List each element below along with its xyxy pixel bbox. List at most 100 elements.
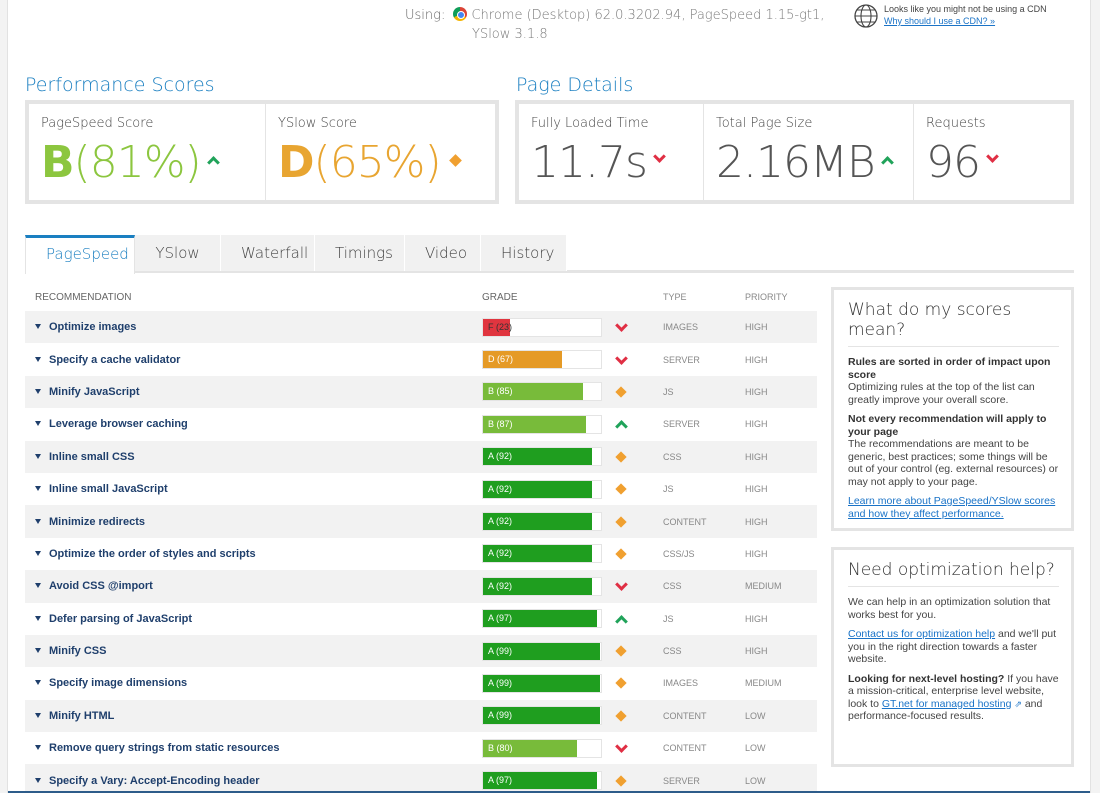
- grade-label: A (97): [488, 775, 513, 786]
- expand-caret-icon[interactable]: [35, 680, 41, 686]
- expand-caret-icon[interactable]: [35, 777, 41, 783]
- tab-yslow[interactable]: YSlow: [135, 235, 221, 271]
- grade-bar-fill: [483, 739, 578, 757]
- expand-caret-icon[interactable]: [35, 486, 41, 492]
- tab-timings[interactable]: Timings: [315, 235, 405, 271]
- requests-number: 96: [926, 137, 981, 188]
- help-panel-text-4: and performance-focused results.: [848, 697, 1043, 723]
- table-row[interactable]: Inline small CSS A (92) CSS HIGH: [25, 440, 817, 473]
- expand-caret-icon[interactable]: [35, 615, 41, 621]
- table-row[interactable]: Specify a Vary: Accept-Encoding header A…: [25, 764, 817, 793]
- table-row[interactable]: Specify a cache validator D (67) SERVER …: [25, 343, 817, 375]
- table-row[interactable]: Minify JavaScript B (85) JS HIGH: [25, 375, 817, 409]
- scores-panel-title: What do my scores mean?: [848, 300, 1059, 347]
- expand-caret-icon[interactable]: [35, 356, 41, 362]
- type-cell: JS: [663, 613, 674, 624]
- why-cdn-link[interactable]: Why should I use a CDN? »: [884, 16, 996, 26]
- grade-bar-fill: [483, 480, 592, 498]
- trend-up-icon: [614, 417, 628, 431]
- learn-more-link[interactable]: Learn more about PageSpeed/YSlow scores …: [848, 495, 1056, 520]
- grade-bar-fill: [483, 351, 563, 369]
- grade-bar: F (23): [482, 317, 602, 337]
- contact-optimization-link[interactable]: Contact us for optimization help: [848, 628, 996, 640]
- expand-caret-icon[interactable]: [35, 648, 41, 654]
- grade-label: D (67): [488, 354, 514, 365]
- table-row[interactable]: Minimize redirects A (92) CONTENT HIGH: [25, 505, 817, 538]
- expand-caret-icon[interactable]: [35, 518, 41, 524]
- priority-cell: HIGH: [745, 516, 768, 527]
- trend-neutral-icon: [614, 644, 628, 658]
- table-row[interactable]: Specify image dimensions A (99) IMAGES M…: [25, 667, 817, 699]
- yslow-percent: (65%): [313, 137, 442, 188]
- recommendation-name[interactable]: Inline small CSS: [25, 451, 482, 463]
- recommendation-label: Defer parsing of JavaScript: [49, 612, 193, 625]
- grade-label: B (80): [488, 742, 513, 753]
- expand-caret-icon[interactable]: [35, 453, 41, 459]
- grade-bar: A (99): [482, 641, 602, 661]
- table-row[interactable]: Avoid CSS @import A (92) CSS MEDIUM: [25, 570, 817, 603]
- table-row[interactable]: Inline small JavaScript A (92) JS HIGH: [25, 473, 817, 505]
- tab-history[interactable]: History: [481, 235, 567, 271]
- page-details-box: Fully Loaded Time 11.7s Total Page Size …: [515, 100, 1074, 204]
- table-row[interactable]: Minify CSS A (99) CSS HIGH: [25, 634, 817, 668]
- recommendation-name[interactable]: Optimize images: [25, 321, 482, 333]
- page-size-label: Total Page Size: [716, 116, 813, 131]
- trend-neutral-icon: [614, 385, 628, 399]
- grade-bar-fill: [483, 415, 586, 433]
- recommendation-name[interactable]: Specify a Vary: Accept-Encoding header: [25, 775, 482, 787]
- expand-caret-icon[interactable]: [35, 324, 41, 330]
- tab-pagespeed[interactable]: PageSpeed: [25, 235, 135, 274]
- recommendation-name[interactable]: Minify HTML: [25, 710, 482, 722]
- expand-caret-icon[interactable]: [35, 421, 41, 427]
- recommendation-name[interactable]: Minify CSS: [25, 645, 482, 657]
- expand-caret-icon[interactable]: [35, 712, 41, 718]
- grade-bar: A (92): [482, 544, 602, 564]
- scores-panel-heading-2: Not every recommendation will apply to y…: [848, 413, 1047, 438]
- recommendation-name[interactable]: Remove query strings from static resourc…: [25, 742, 482, 754]
- scores-panel-heading-1: Rules are sorted in order of impact upon…: [848, 356, 1051, 381]
- expand-caret-icon[interactable]: [35, 550, 41, 556]
- grade-label: A (99): [488, 710, 513, 721]
- table-row[interactable]: Optimize images F (23) IMAGES HIGH: [25, 311, 817, 344]
- grade-bar-fill: [483, 674, 600, 692]
- grade-bar-fill: [483, 545, 592, 563]
- table-row[interactable]: Remove query strings from static resourc…: [25, 732, 817, 764]
- recommendation-name[interactable]: Leverage browser caching: [25, 418, 482, 430]
- grade-cell: A (92): [482, 479, 663, 499]
- gt-net-hosting-link[interactable]: GT.net for managed hosting: [881, 697, 1012, 710]
- recommendation-name[interactable]: Avoid CSS @import: [25, 580, 482, 592]
- grade-cell: F (23): [482, 317, 663, 337]
- recommendation-name[interactable]: Specify a cache validator: [25, 354, 482, 366]
- grade-label: A (92): [488, 483, 513, 494]
- table-row[interactable]: Leverage browser caching B (87) SERVER H…: [25, 408, 817, 440]
- expand-caret-icon[interactable]: [35, 745, 41, 751]
- trend-neutral-icon: [614, 774, 628, 788]
- priority-cell: HIGH: [745, 386, 768, 397]
- fully-loaded-label: Fully Loaded Time: [531, 116, 649, 131]
- scores-panel-text-1: Optimizing rules at the top of the list …: [848, 381, 1035, 406]
- table-row[interactable]: Defer parsing of JavaScript A (97) JS HI…: [25, 603, 817, 635]
- recommendation-label: Inline small JavaScript: [49, 483, 168, 496]
- recommendation-name[interactable]: Inline small JavaScript: [25, 483, 482, 495]
- using-label: Using:: [405, 8, 446, 23]
- recommendation-name[interactable]: Defer parsing of JavaScript: [25, 613, 482, 625]
- performance-scores-title: Performance Scores: [25, 74, 215, 96]
- fully-loaded-value: 11.7s: [531, 137, 691, 188]
- priority-cell: HIGH: [745, 322, 768, 333]
- tab-waterfall[interactable]: Waterfall: [221, 235, 315, 271]
- globe-icon: [854, 4, 878, 28]
- expand-caret-icon[interactable]: [35, 388, 41, 394]
- recommendation-name[interactable]: Minimize redirects: [25, 516, 482, 528]
- grade-cell: A (92): [482, 544, 663, 564]
- tab-video[interactable]: Video: [405, 235, 481, 271]
- table-row[interactable]: Minify HTML A (99) CONTENT LOW: [25, 699, 817, 733]
- table-row[interactable]: Optimize the order of styles and scripts…: [25, 538, 817, 570]
- recommendation-name[interactable]: Optimize the order of styles and scripts: [25, 548, 482, 560]
- trend-down-icon: [653, 150, 666, 163]
- type-cell: JS: [663, 386, 674, 397]
- requests-value: 96: [926, 137, 1058, 188]
- expand-caret-icon[interactable]: [35, 583, 41, 589]
- grade-cell: A (97): [482, 771, 663, 791]
- recommendation-name[interactable]: Minify JavaScript: [25, 386, 482, 398]
- recommendation-name[interactable]: Specify image dimensions: [25, 677, 482, 689]
